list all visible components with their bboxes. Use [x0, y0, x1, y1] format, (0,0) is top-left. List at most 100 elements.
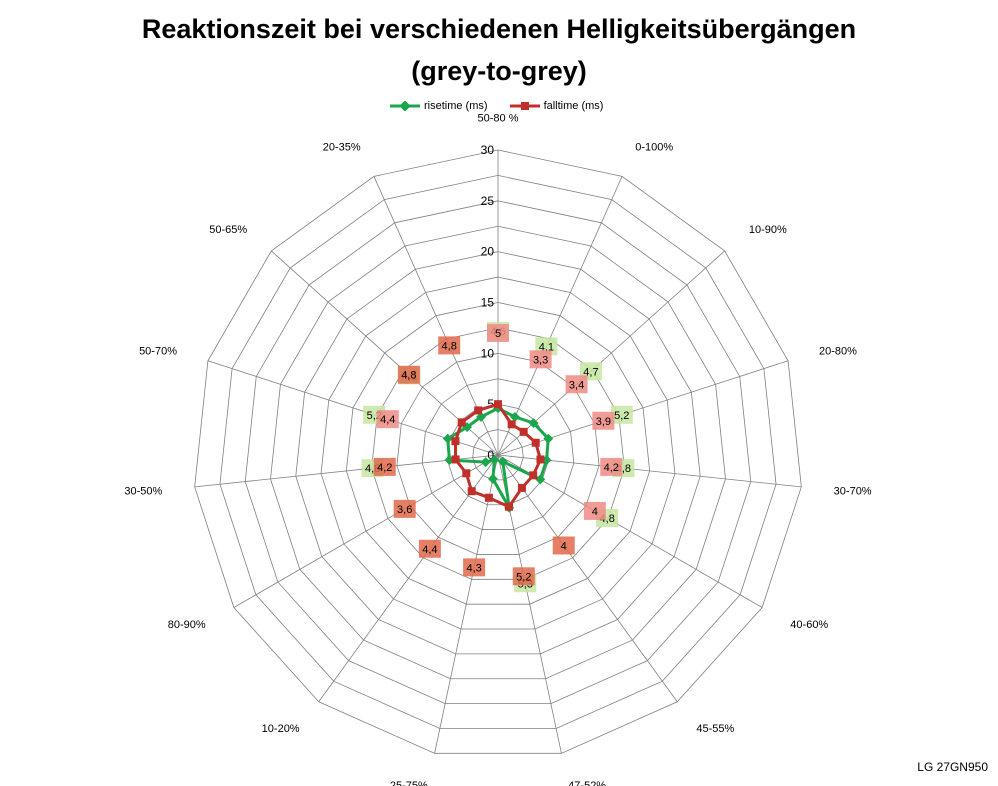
fall-data-label-bg	[529, 350, 552, 369]
rise-data-label: 5,2	[614, 410, 629, 422]
grid-ring	[320, 276, 676, 630]
fall-data-label: 4,2	[377, 462, 392, 474]
fall-data-label-bg	[592, 411, 615, 430]
category-label: 50-65%	[209, 224, 247, 236]
grid-ring	[194, 149, 802, 754]
fall-point	[451, 437, 460, 446]
category-label: 45-55%	[696, 723, 734, 735]
grid-spoke	[497, 454, 678, 702]
fall-data-label: 4,8	[401, 370, 416, 382]
grid-spoke	[497, 360, 789, 456]
grid-spoke	[434, 454, 499, 754]
category-label: 30-50%	[124, 485, 162, 497]
fall-point	[531, 438, 540, 447]
grid-spoke	[497, 176, 623, 456]
fall-point	[517, 483, 526, 492]
legend-rise-marker-icon	[390, 101, 420, 111]
rise-point	[442, 433, 453, 444]
fall-data-label-bg	[438, 336, 461, 355]
legend-item-rise: risetime (ms)	[390, 100, 488, 112]
legend-item-fall: falltime (ms)	[509, 100, 603, 112]
grid-ring	[295, 251, 701, 655]
fall-point	[474, 406, 483, 415]
fall-point	[494, 400, 502, 409]
grid-ring	[396, 352, 600, 555]
fall-data-label: 4,2	[604, 462, 619, 474]
fall-data-label-bg	[463, 558, 486, 577]
fall-point	[504, 502, 513, 511]
fall-data-label: 5,2	[516, 571, 531, 583]
tick-label: 15	[481, 296, 495, 310]
grid-ring	[219, 175, 777, 729]
fall-data-label: 3,9	[596, 416, 611, 428]
category-label: 30-70%	[834, 485, 872, 497]
fall-data-label-bg	[583, 501, 606, 520]
fall-data-label: 4,4	[422, 544, 437, 556]
fall-data-label: 4,4	[380, 414, 395, 426]
fall-data-label-bg	[397, 365, 420, 384]
grid-ring	[345, 302, 651, 605]
fall-data-label-bg	[512, 567, 535, 586]
fall-data-label-bg	[565, 375, 588, 394]
series-line-fall	[453, 402, 543, 509]
fall-data-label-bg	[373, 457, 396, 476]
fall-data-label: 3,6	[397, 504, 412, 516]
fall-data-label: 4,3	[466, 562, 481, 574]
tick-label: 5	[487, 397, 494, 411]
rise-data-label-bg	[610, 405, 633, 424]
category-label: 50-80 %	[478, 112, 519, 124]
rise-point	[476, 411, 486, 422]
category-label: 25-75%	[390, 780, 428, 786]
fall-point	[536, 455, 545, 464]
grid-ring	[244, 200, 752, 705]
fall-point	[467, 487, 476, 496]
fall-point	[507, 420, 516, 429]
fall-data-label: 4	[592, 506, 598, 518]
grid-ring	[371, 327, 625, 580]
fall-data-label-bg	[487, 324, 509, 342]
grid-ring	[472, 429, 524, 481]
rise-point	[528, 418, 539, 428]
category-label: 20-80%	[819, 346, 857, 358]
fall-data-label: 3,3	[533, 354, 548, 366]
chart-title-line2: (grey-to-grey)	[411, 56, 587, 86]
category-label: 20-35%	[323, 142, 361, 154]
rise-data-label: 4,1	[539, 341, 554, 353]
fall-data-label: 5	[495, 328, 501, 340]
rise-point	[497, 456, 508, 467]
fall-data-label-bg	[393, 499, 416, 518]
legend-rise-label: risetime (ms)	[424, 100, 488, 112]
fall-data-label-bg	[552, 536, 575, 555]
rise-point	[480, 457, 491, 468]
legend-fall-marker-icon	[509, 102, 540, 110]
fall-point	[457, 418, 466, 427]
fall-data-label-bg	[600, 457, 623, 476]
category-label: 10-90%	[749, 224, 787, 236]
fall-point	[529, 471, 538, 480]
category-label: 50-70%	[139, 346, 177, 358]
tick-label: 30	[481, 143, 495, 157]
fall-data-label: 4,8	[442, 340, 457, 352]
fall-data-label: 3,4	[569, 379, 584, 391]
tick-label: 25	[481, 194, 495, 208]
rise-point	[543, 433, 554, 444]
legend: risetime (ms) falltime (ms)	[390, 100, 603, 112]
category-label: 0-100%	[635, 142, 673, 154]
fall-point	[451, 455, 460, 464]
category-label: 80-90%	[168, 619, 206, 631]
rise-point	[487, 473, 498, 484]
category-label: 10-20%	[262, 723, 300, 735]
fall-data-label-bg	[418, 539, 441, 558]
chart-title-line1: Reaktionszeit bei verschiedenen Helligke…	[141, 14, 857, 44]
tick-label: 20	[481, 245, 495, 259]
fall-point	[484, 493, 493, 502]
category-label: 47-52%	[568, 780, 606, 786]
fall-data-label: 4	[561, 540, 567, 552]
watermark: LG 27GN950	[917, 760, 988, 774]
fall-data-label-bg	[376, 410, 399, 429]
fall-point	[519, 427, 528, 436]
rise-point	[535, 474, 546, 485]
rise-point	[489, 454, 500, 465]
grid-ring	[421, 378, 575, 530]
